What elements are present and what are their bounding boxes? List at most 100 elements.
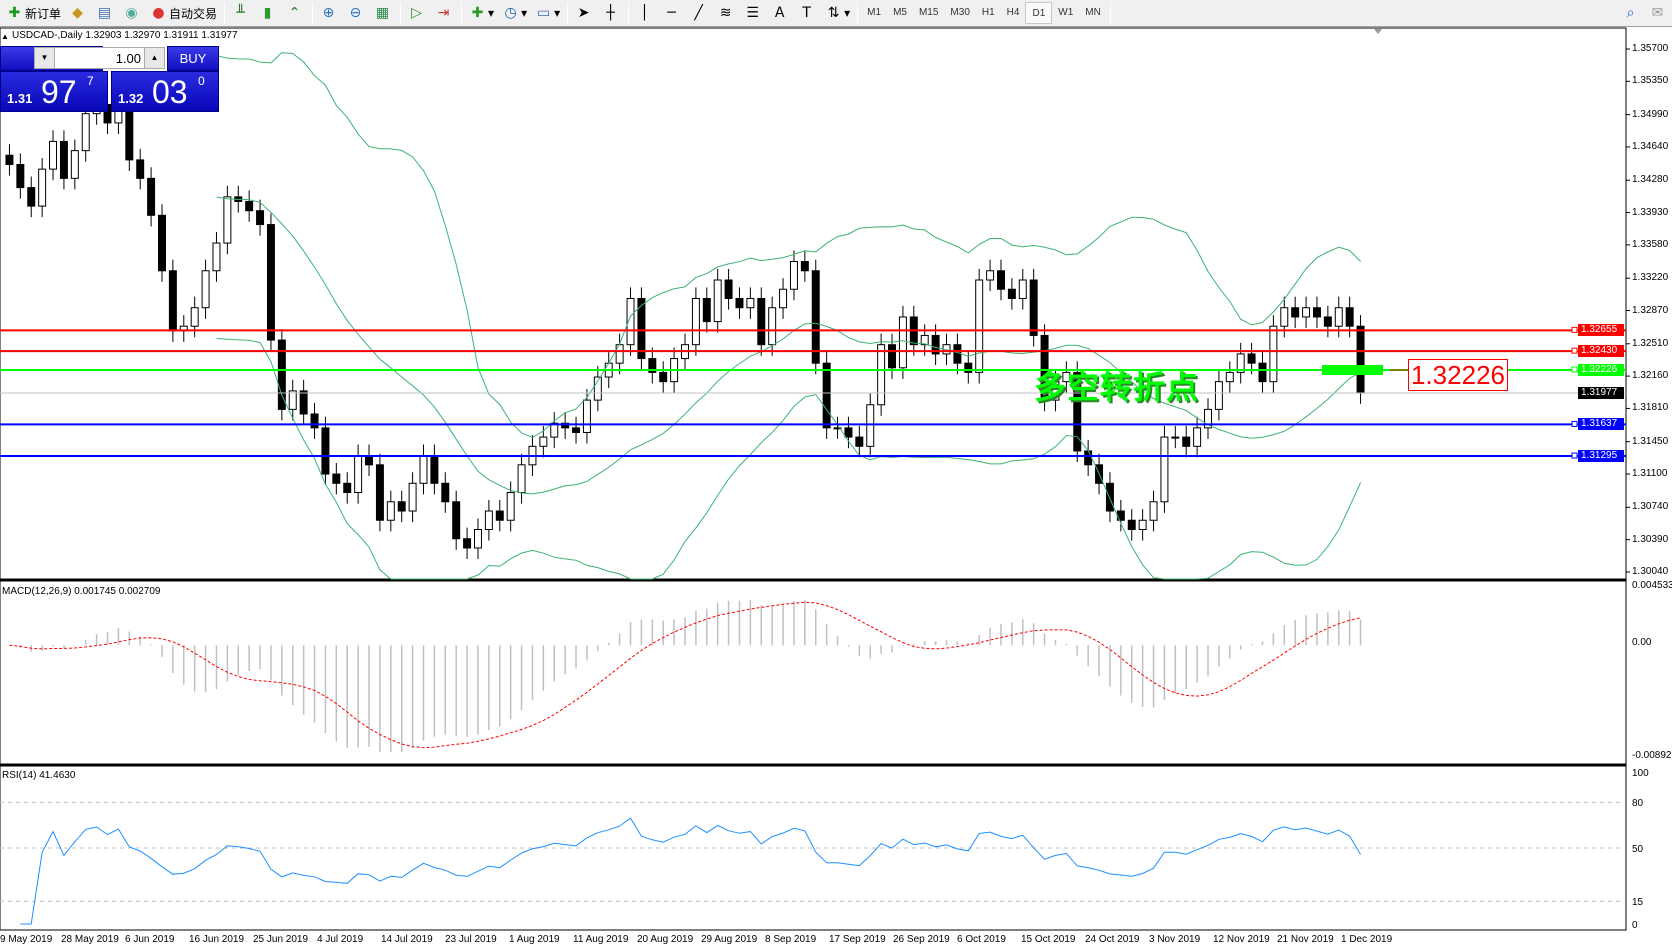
vertical-line-button[interactable]: │ bbox=[632, 1, 659, 25]
bull-candle bbox=[1062, 371, 1071, 383]
chart-shift-button[interactable]: ⇥ bbox=[431, 1, 458, 25]
bull-candle bbox=[354, 455, 363, 494]
hline-price-tag: 1.32226 bbox=[1578, 364, 1624, 376]
new-order-button[interactable]: ✚ 新订单 bbox=[2, 1, 65, 25]
templates-button[interactable]: ▭ ▾ bbox=[531, 1, 564, 25]
candlestick-button[interactable]: ▮ bbox=[255, 1, 282, 25]
bull-candle bbox=[484, 510, 493, 530]
sell-price[interactable]: 1.31 97 7 bbox=[0, 71, 108, 112]
fibonacci-button[interactable]: ≋ bbox=[713, 1, 740, 25]
separator bbox=[857, 2, 859, 24]
buy-price[interactable]: 1.32 03 0 bbox=[111, 71, 219, 112]
bear-candle bbox=[1029, 279, 1038, 336]
one-click-trading-panel: SELL ▼ ▲ BUY 1.31 97 7 1.32 03 0 bbox=[0, 46, 219, 112]
price-label-box[interactable]: 1.32226 bbox=[1408, 359, 1508, 391]
line-chart-button[interactable]: ⌃ bbox=[282, 1, 309, 25]
timeframe-h4[interactable]: H4 bbox=[1006, 7, 1020, 18]
timeframe-mn[interactable]: MN bbox=[1085, 7, 1101, 18]
buy-button[interactable]: BUY bbox=[167, 46, 219, 71]
price-marker-bar bbox=[1322, 365, 1383, 376]
bull-candle bbox=[408, 482, 417, 512]
bear-candle bbox=[1323, 316, 1332, 327]
collapse-triangle-icon[interactable]: ▲ bbox=[1, 32, 9, 41]
cursor-icon: ➤ bbox=[577, 4, 590, 21]
auto-scroll-button[interactable]: ▷ bbox=[404, 1, 431, 25]
rsi-axis-label: 80 bbox=[1632, 798, 1644, 810]
vertical-line-icon: │ bbox=[640, 4, 649, 21]
signals-button[interactable]: ◉ bbox=[119, 1, 146, 25]
price-axis-label: 1.33220 bbox=[1632, 272, 1669, 284]
bull-candle bbox=[877, 344, 886, 406]
periods-button[interactable]: ◷ ▾ bbox=[498, 1, 531, 25]
zoom-out-button[interactable]: ⊖ bbox=[343, 1, 370, 25]
bear-candle bbox=[375, 464, 384, 521]
horizontal-line-button[interactable]: ─ bbox=[659, 1, 686, 25]
trendline-button[interactable]: ╱ bbox=[686, 1, 713, 25]
history-center-button[interactable]: ▤ bbox=[92, 1, 119, 25]
chart-annotation-text[interactable]: 多空转折点 bbox=[1034, 368, 1200, 406]
lot-input[interactable] bbox=[55, 48, 144, 68]
crosshair-button[interactable]: ┼ bbox=[598, 1, 625, 25]
line-chart-icon: ⌃ bbox=[288, 4, 301, 21]
price-axis-label: 1.30390 bbox=[1632, 533, 1669, 545]
timeframe-m30[interactable]: M30 bbox=[950, 7, 970, 18]
bull-candle bbox=[1269, 325, 1278, 383]
text-label-icon: T bbox=[802, 4, 811, 21]
lot-increase-button[interactable]: ▲ bbox=[144, 48, 164, 68]
indicators-button[interactable]: ✚ ▾ bbox=[465, 1, 498, 25]
bull-candle bbox=[1193, 427, 1202, 447]
price-axis-label: 1.34990 bbox=[1632, 108, 1669, 120]
timeframe-w1[interactable]: W1 bbox=[1058, 7, 1074, 18]
cursor-button[interactable]: ➤ bbox=[571, 1, 598, 25]
bull-candle bbox=[386, 501, 395, 521]
bull-candle bbox=[1138, 519, 1147, 530]
hline-handle bbox=[1571, 366, 1578, 373]
bear-candle bbox=[266, 224, 275, 341]
timeframe-h1[interactable]: H1 bbox=[981, 7, 995, 18]
symbol-info: USDCAD-,Daily 1.32903 1.32970 1.31911 1.… bbox=[12, 30, 238, 41]
bar-chart-button[interactable]: ╨ bbox=[228, 1, 255, 25]
timeframe-m1[interactable]: M1 bbox=[867, 7, 882, 18]
autotrading-button[interactable]: ● 自动交易 bbox=[146, 1, 221, 25]
bear-candle bbox=[343, 482, 352, 494]
zoom-in-button[interactable]: ⊕ bbox=[316, 1, 343, 25]
timeframe-m5[interactable]: M5 bbox=[893, 7, 907, 18]
bull-candle bbox=[691, 297, 700, 346]
bear-candle bbox=[1084, 450, 1093, 466]
bull-candle bbox=[1051, 381, 1060, 401]
date-label: 3 Nov 2019 bbox=[1149, 934, 1201, 945]
timeframe-bar: M1 M5 M15 M30 H1 H4 D1 W1 MN bbox=[861, 2, 1107, 24]
bear-candle bbox=[321, 427, 330, 475]
rsi-axis-label: 15 bbox=[1632, 897, 1644, 909]
bull-candle bbox=[833, 427, 842, 430]
bull-candle bbox=[49, 140, 58, 170]
gold-button[interactable]: ◆ bbox=[65, 1, 92, 25]
chat-button[interactable]: ✉ bbox=[1645, 1, 1672, 25]
arrows-button[interactable]: ⇅ ▾ bbox=[821, 1, 854, 25]
text-label-button[interactable]: T bbox=[794, 1, 821, 25]
bear-candle bbox=[855, 436, 864, 447]
lot-decrease-button[interactable]: ▼ bbox=[35, 48, 55, 68]
bull-candle bbox=[1149, 501, 1158, 521]
tile-windows-button[interactable]: ▦ bbox=[370, 1, 397, 25]
text-button[interactable]: A bbox=[767, 1, 794, 25]
signals-icon: ◉ bbox=[125, 4, 138, 21]
bull-candle bbox=[1334, 307, 1343, 327]
hline-handle bbox=[1571, 420, 1578, 427]
date-label: 9 May 2019 bbox=[0, 934, 53, 945]
timeframe-m15[interactable]: M15 bbox=[918, 7, 939, 18]
bull-candle bbox=[81, 113, 90, 152]
separator bbox=[567, 2, 569, 24]
bull-candle bbox=[986, 270, 995, 281]
timeframe-d1[interactable]: D1 bbox=[1025, 2, 1053, 24]
fibo-fan-button[interactable]: ☰ bbox=[740, 1, 767, 25]
bull-candle bbox=[975, 279, 984, 373]
rsi-line bbox=[20, 817, 1362, 925]
bull-candle bbox=[201, 270, 210, 309]
chat-icon: ✉ bbox=[1651, 4, 1664, 21]
bear-candle bbox=[953, 344, 962, 364]
bear-candle bbox=[757, 297, 766, 346]
search-button[interactable]: ⌕ bbox=[1618, 1, 1645, 25]
buy-price-prefix: 1.32 bbox=[118, 91, 144, 106]
